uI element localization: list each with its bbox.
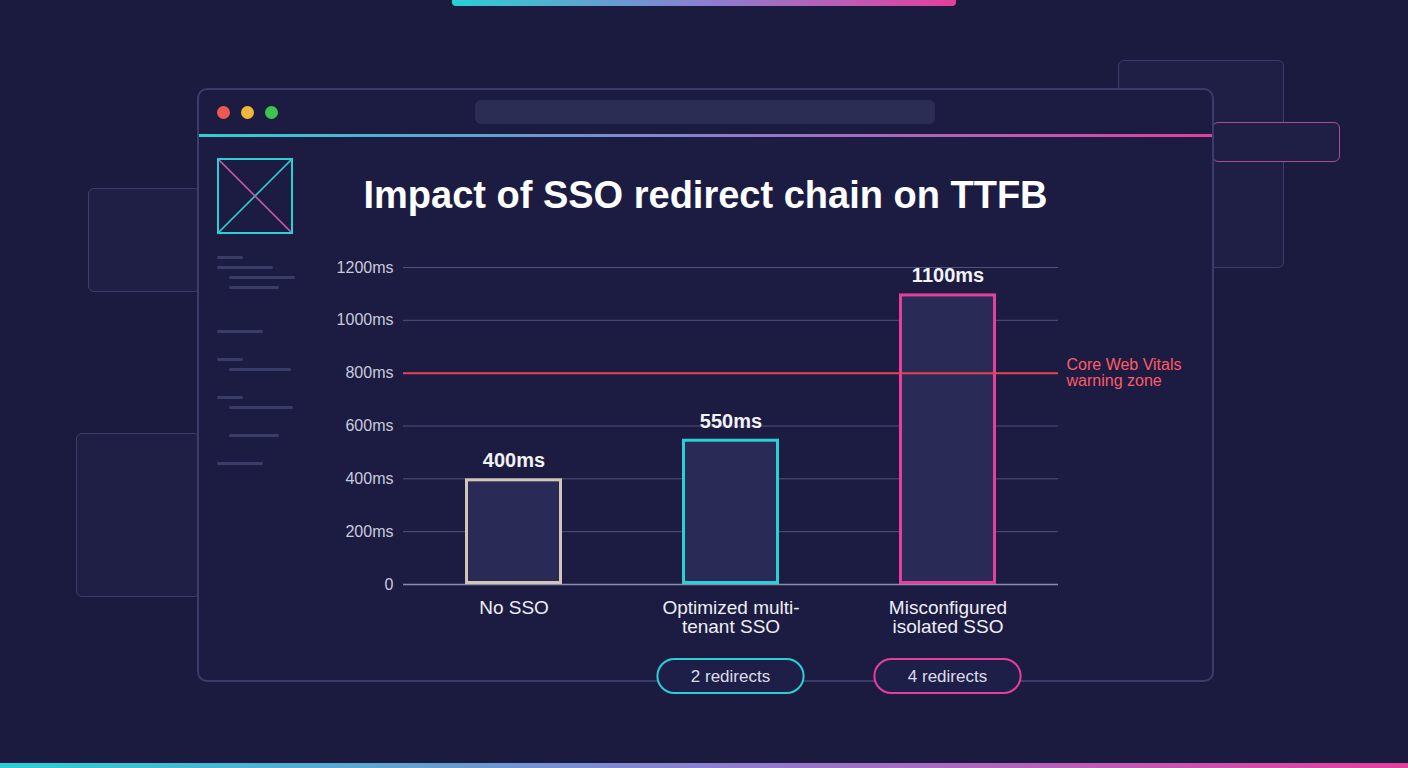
svg-text:0: 0: [385, 576, 394, 593]
svg-text:1000ms: 1000ms: [337, 311, 394, 328]
svg-text:No SSO: No SSO: [479, 597, 549, 618]
svg-text:Misconfiguredisolated SSO: Misconfiguredisolated SSO: [889, 597, 1007, 637]
svg-text:4 redirects: 4 redirects: [908, 667, 987, 686]
svg-text:1200ms: 1200ms: [337, 259, 394, 276]
html-text:Impact of SSO redirect chain o: Impact of SSO redirect chain on TTFB: [363, 174, 1048, 216]
svg-text:400ms: 400ms: [483, 449, 545, 471]
svg-text:2 redirects: 2 redirects: [691, 667, 770, 686]
svg-text:550ms: 550ms: [700, 410, 762, 432]
svg-text:Core Web Vitalswarning zone: Core Web Vitalswarning zone: [1066, 356, 1182, 389]
svg-text:600ms: 600ms: [345, 417, 393, 434]
svg-text:400ms: 400ms: [345, 470, 393, 487]
svg-text:1100ms: 1100ms: [912, 264, 984, 286]
svg-text:Optimized multi-tenant SSO: Optimized multi-tenant SSO: [662, 597, 799, 637]
svg-text:800ms: 800ms: [345, 364, 393, 381]
svg-text:200ms: 200ms: [345, 523, 393, 540]
